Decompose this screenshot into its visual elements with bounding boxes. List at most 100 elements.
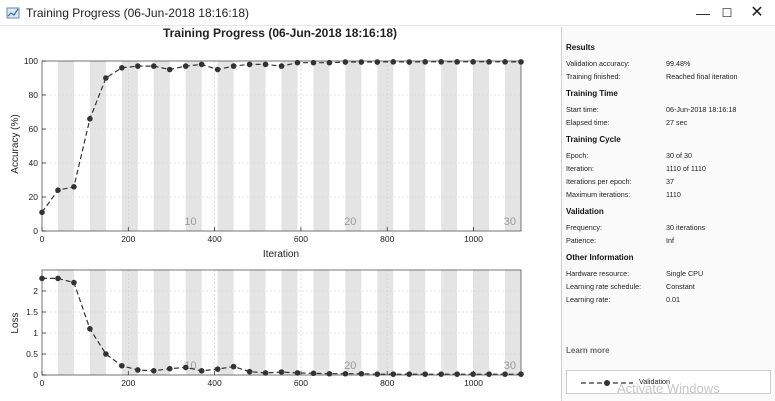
x-tick-label: 600 [294, 378, 308, 388]
validation-accuracy-point [119, 65, 125, 71]
epoch-band [313, 61, 330, 231]
epoch-band [377, 270, 394, 375]
frequency-value: 30 iterations [666, 223, 706, 232]
validation-accuracy-point [135, 63, 141, 69]
info-row: Validation accuracy: 99.48% [566, 57, 775, 70]
validation-accuracy-point [103, 75, 109, 81]
info-row: Iterations per epoch: 37 [566, 175, 775, 188]
info-label: Patience: [566, 236, 596, 245]
info-label: Epoch: [566, 151, 589, 160]
validation-loss-point [71, 279, 77, 286]
y-tick-label: 20 [29, 192, 39, 202]
info-row: Learning rate schedule: Constant [566, 280, 775, 293]
validation-accuracy-point [438, 59, 444, 65]
validation-loss-point [135, 367, 141, 373]
epoch-band [409, 270, 426, 375]
x-tick-label: 200 [121, 378, 135, 388]
y-tick-label: 60 [29, 124, 39, 134]
elapsed-time-value: 27 sec [666, 118, 688, 127]
validation-loss-point [406, 371, 413, 377]
training-progress-plots: Training Progress (06-Jun-2018 18:16:18)… [10, 27, 524, 388]
validation-loss-point [166, 365, 173, 372]
info-row: Training finished: Reached final iteratio… [566, 70, 775, 83]
info-row: Frequency: 30 iterations [566, 221, 775, 234]
epoch-band [473, 61, 490, 231]
validation-accuracy-point [166, 66, 173, 73]
validation-accuracy-point [198, 61, 205, 68]
legend: Validation [566, 370, 771, 394]
info-row: Patience: Inf [566, 234, 775, 247]
info-row: Maximum iterations: 1110 [566, 188, 775, 201]
validation-accuracy-point [502, 59, 508, 65]
epoch-band [89, 270, 106, 375]
validation-loss-point [454, 371, 460, 377]
validation-accuracy-point [71, 184, 77, 190]
validation-accuracy-point [390, 59, 397, 65]
legend-label: Validation [639, 377, 671, 386]
epoch-band [441, 61, 458, 231]
epoch-band [89, 61, 106, 231]
maximize-button[interactable]: ☐ [721, 6, 733, 20]
validation-legend-marker [581, 380, 633, 386]
validation-loss-point [422, 371, 429, 377]
validation-accuracy-point [214, 66, 221, 73]
info-label: Hardware resource: [566, 269, 630, 278]
validation-accuracy-point [294, 59, 301, 66]
validation-accuracy-point [470, 59, 476, 65]
epoch-band [345, 270, 362, 375]
learn-more-link[interactable]: Learn more [566, 346, 610, 355]
validation-accuracy-point [518, 59, 524, 65]
x-tick-label: 0 [40, 234, 45, 244]
epoch-band [185, 270, 202, 375]
patience-value: Inf [666, 236, 674, 245]
epoch-band [377, 61, 394, 231]
validation-accuracy-point [326, 59, 333, 66]
epoch-band [217, 61, 234, 231]
info-label: Training finished: [566, 72, 621, 81]
validation-loss-point [438, 371, 444, 377]
epoch-band [249, 61, 266, 231]
validation-accuracy-point [374, 59, 381, 65]
training-plots-panel: Training Progress (06-Jun-2018 18:16:18)… [0, 27, 561, 401]
close-button[interactable]: ✕ [750, 4, 764, 21]
plot-title: Training Progress (06-Jun-2018 18:16:18) [163, 27, 397, 40]
iteration-x-label: Iteration [263, 249, 299, 260]
validation-loss-point [390, 371, 397, 377]
axes-frame [41, 60, 522, 232]
x-tick-label: 1000 [464, 378, 483, 388]
validation-accuracy-point [486, 59, 492, 65]
validation-loss-point [278, 369, 285, 375]
iteration-value: 1110 of 1110 [666, 164, 706, 173]
epoch-band [153, 61, 170, 231]
validation-accuracy-point [358, 59, 365, 65]
validation-accuracy-point [87, 116, 93, 122]
validation-accuracy-point [406, 59, 413, 65]
start-time-value: 06-Jun-2018 18:16:18 [666, 105, 737, 114]
results-heading: Results [566, 43, 595, 52]
y-tick-label: 1 [33, 328, 38, 338]
validation-loss-point [150, 368, 157, 374]
info-label: Elapsed time: [566, 118, 610, 127]
x-tick-label: 800 [380, 234, 394, 244]
info-label: Iteration: [566, 164, 594, 173]
epoch-label: 20 [344, 216, 356, 228]
minimize-button[interactable]: — [696, 5, 710, 21]
info-label: Start time: [566, 105, 599, 114]
validation-loss-point [246, 368, 253, 375]
epoch-band [57, 270, 74, 375]
validation-accuracy-point [278, 63, 285, 69]
iterations-per-epoch-value: 37 [666, 177, 674, 186]
activate-windows-watermark: Activate Windows [617, 381, 720, 396]
y-tick-label: 80 [29, 90, 39, 100]
validation-accuracy-point [150, 63, 157, 69]
info-label: Learning rate schedule: [566, 282, 642, 291]
epoch-value: 30 of 30 [666, 151, 692, 160]
info-row: Learning rate: 0.01 [566, 293, 775, 306]
epoch-band [121, 270, 138, 375]
info-label: Validation accuracy: [566, 59, 630, 68]
validation-loss-point [55, 275, 61, 282]
validation-accuracy-value: 99.48% [666, 59, 691, 68]
validation-loss-point [310, 370, 317, 377]
